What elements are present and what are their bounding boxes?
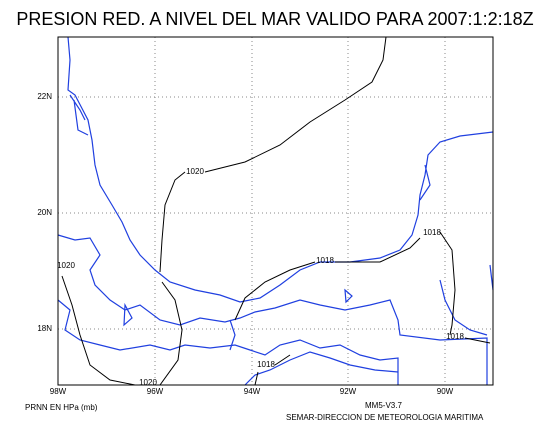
contour-label: 1018 <box>446 332 464 341</box>
footer-version: MM5-V3.7 <box>365 401 402 410</box>
lon-label: 90W <box>437 387 454 396</box>
contour-label: 1020 <box>57 261 75 270</box>
contour-label: 1020 <box>139 378 157 387</box>
map-frame <box>57 36 494 386</box>
contour-label: 1018 <box>316 256 334 265</box>
lat-label: 18N <box>37 324 52 333</box>
footer-credit: SEMAR-DIRECCION DE METEOROLOGIA MARITIMA <box>286 413 484 422</box>
lon-label: 92W <box>340 387 357 396</box>
contour-label: 1018 <box>423 228 441 237</box>
map-title: PRESION RED. A NIVEL DEL MAR VALIDO PARA… <box>16 9 533 29</box>
lon-label: 94W <box>244 387 261 396</box>
contour-label: 1020 <box>186 167 204 176</box>
contour-label: 1018 <box>257 360 275 369</box>
lon-label: 96W <box>147 387 164 396</box>
footer-left: PRNN EN HPa (mb) <box>25 403 98 412</box>
lat-label: 20N <box>37 208 52 217</box>
lon-label: 98W <box>50 387 67 396</box>
lat-label: 22N <box>37 92 52 101</box>
